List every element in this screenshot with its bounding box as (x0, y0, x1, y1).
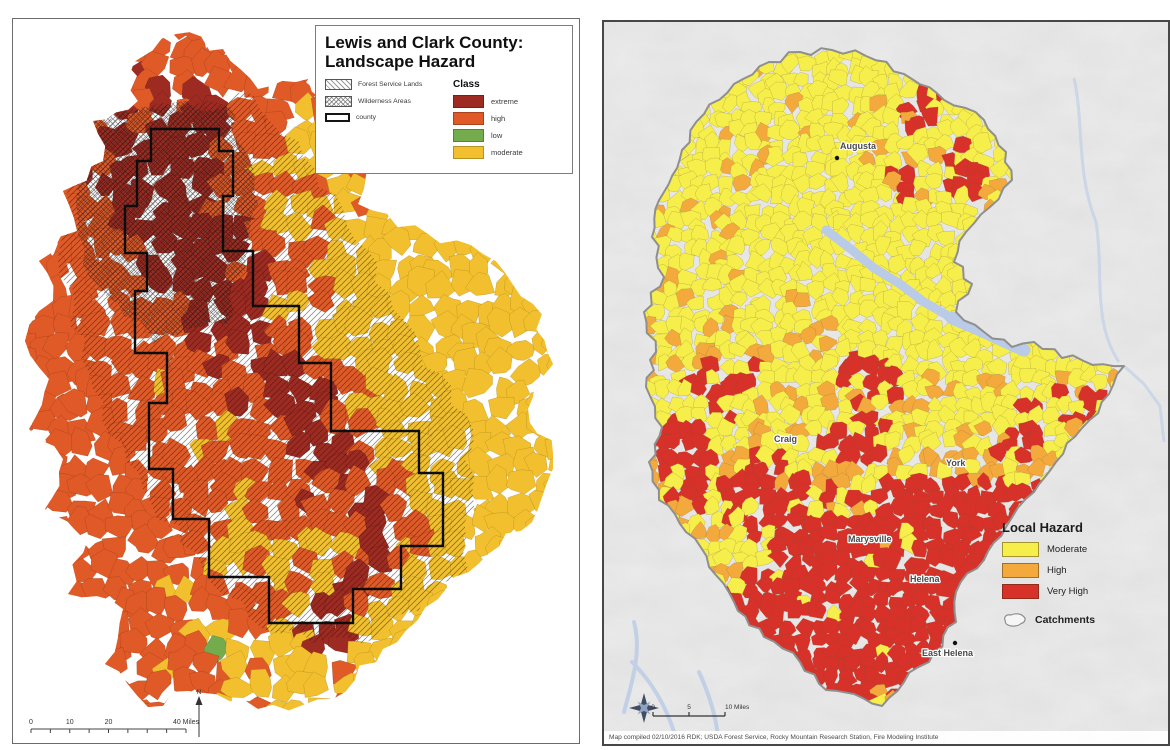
place-label-craig: Craig (774, 434, 797, 444)
map-caption: Map compiled 02/10/2016 RDK; USDA Forest… (604, 731, 1168, 744)
overlay-legend-label: Wilderness Areas (358, 98, 411, 106)
place-label-marysville: Marysville (848, 534, 892, 544)
catchments-row: Catchments (1002, 612, 1152, 628)
hazard-label: High (1047, 565, 1067, 576)
class-legend-items: extreme high low moderate (453, 95, 563, 160)
class-legend-item: extreme (453, 95, 563, 109)
place-label-augusta: Augusta (840, 141, 877, 151)
right-legend: Local Hazard Moderate High Very High Catch… (1002, 520, 1152, 628)
class-label: extreme (491, 97, 519, 107)
town-marker-dot (834, 155, 840, 161)
left-legend: Lewis and Clark County: Landscape Hazard… (315, 25, 573, 175)
overlay-legend-item: county (325, 113, 453, 123)
class-legend: Class extreme high low moderate (453, 79, 563, 163)
svg-text:5: 5 (687, 704, 691, 711)
right-map-panel: Augusta Craig York Marysville Helena East Hel… (602, 20, 1170, 746)
place-label-helena: Helena (910, 574, 941, 584)
left-scale-bar: 0 10 20 40 Miles (29, 719, 200, 733)
svg-text:20: 20 (105, 719, 113, 726)
hazard-swatch-moderate (1002, 542, 1039, 557)
catchments-icon (1004, 613, 1026, 627)
place-label-east-helena: East Helena (922, 648, 974, 658)
class-legend-header: Class (453, 79, 480, 91)
right-legend-title: Local Hazard (1002, 520, 1083, 535)
svg-text:10: 10 (66, 719, 74, 726)
class-swatch-high (453, 112, 484, 126)
class-label: moderate (491, 148, 523, 158)
hazard-legend-item: High (1002, 563, 1152, 578)
overlay-legend: Forest Service Lands Wilderness Areas coun… (325, 79, 453, 163)
overlay-legend-label: county (356, 114, 377, 122)
left-legend-columns: Forest Service Lands Wilderness Areas coun… (325, 79, 563, 163)
local-hazard-map-image: Augusta Craig York Marysville Helena East Hel… (604, 22, 1168, 744)
class-legend-item: high (453, 112, 563, 126)
landscape-hazard-map-image: 0 10 20 40 Miles N (25, 32, 553, 737)
svg-text:40 Miles: 40 Miles (173, 719, 200, 726)
left-map-title: Lewis and Clark County: Landscape Hazard (325, 33, 563, 71)
overlay-legend-item: Wilderness Areas (325, 96, 453, 108)
overlay-legend-item: Forest Service Lands (325, 79, 453, 91)
right-scale-bar: 0 5 10 Miles (651, 704, 750, 717)
outline-swatch (325, 113, 350, 123)
svg-text:N: N (197, 689, 202, 696)
hazard-legend-item: Very High (1002, 584, 1152, 599)
svg-text:0: 0 (651, 704, 655, 711)
hazard-swatch-high (1002, 563, 1039, 578)
compass-rose (629, 693, 659, 723)
diagonal-hatch-swatch (325, 79, 352, 91)
class-legend-item: low (453, 129, 563, 143)
hazard-swatch-very-high (1002, 584, 1039, 599)
overlay-legend-label: Forest Service Lands (358, 81, 423, 89)
class-label: low (491, 131, 503, 141)
hazard-legend-items: Moderate High Very High (1002, 542, 1152, 599)
title-line-2: Landscape Hazard (325, 52, 476, 72)
hazard-legend-item: Moderate (1002, 542, 1152, 557)
class-legend-item: moderate (453, 146, 563, 160)
left-map-panel: 0 10 20 40 Miles N Lewis and Clark County: L… (12, 18, 580, 744)
class-label: high (491, 114, 506, 124)
hazard-label: Moderate (1047, 544, 1088, 555)
svg-text:10 Miles: 10 Miles (725, 704, 750, 711)
catchments-label: Catchments (1035, 614, 1096, 626)
town-marker-dot (952, 640, 958, 646)
title-line-1: Lewis and Clark County: (325, 33, 524, 52)
class-swatch-low (453, 129, 484, 143)
left-north-arrow: N (195, 689, 203, 737)
svg-text:0: 0 (29, 719, 33, 726)
class-swatch-moderate (453, 146, 484, 160)
class-swatch-extreme (453, 95, 484, 109)
hazard-label: Very High (1047, 586, 1089, 597)
cross-hatch-swatch (325, 96, 352, 108)
place-label-york: York (946, 458, 966, 468)
